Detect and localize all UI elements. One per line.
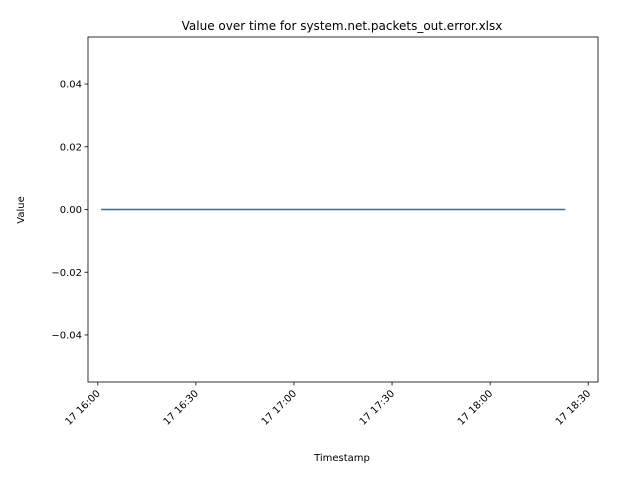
x-tick-label: 17 18:30: [554, 388, 593, 427]
x-tick-label: 17 18:00: [456, 388, 495, 427]
chart-title: Value over time for system.net.packets_o…: [182, 19, 503, 33]
x-axis-label: Timestamp: [313, 453, 370, 464]
y-tick-label: 0.04: [60, 80, 82, 91]
y-tick-label: −0.04: [51, 331, 82, 342]
y-tick-label: 0.00: [60, 205, 82, 216]
x-tick-label: 17 17:30: [358, 388, 397, 427]
x-axis: 17 16:00 17 16:30 17 17:00 17 17:30 17 18:00…: [64, 382, 593, 428]
y-tick-label: 0.02: [60, 142, 82, 153]
y-axis: 0.04 0.02 0.00 −0.02 −0.04: [51, 80, 88, 342]
x-tick-label: 17 16:30: [162, 388, 201, 427]
y-tick-label: −0.02: [51, 268, 82, 279]
x-tick-label: 17 17:00: [260, 388, 299, 427]
x-tick-label: 17 16:00: [64, 388, 103, 427]
y-axis-label: Value: [16, 196, 27, 223]
